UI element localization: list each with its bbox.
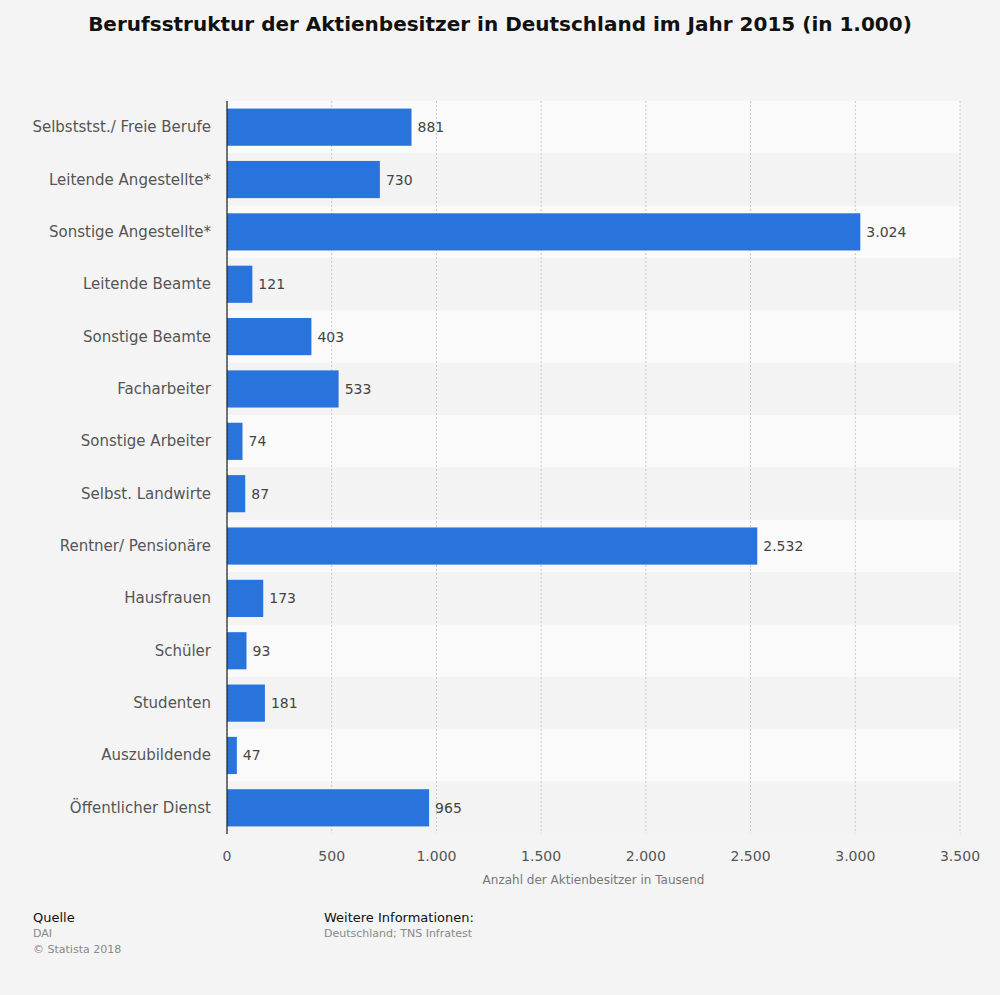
row-bands [227, 101, 960, 834]
data-label: 881 [418, 119, 445, 135]
data-label: 965 [435, 800, 462, 816]
grid-line [227, 101, 228, 834]
row-band [227, 520, 960, 572]
grid-line [750, 101, 751, 834]
category-label: Selbststst./ Freie Berufe [32, 118, 211, 136]
bar [227, 213, 860, 250]
source: DAI [33, 927, 52, 940]
bar [227, 475, 245, 512]
tick-label: 500 [318, 848, 345, 864]
category-label: Auszubildende [101, 746, 211, 764]
grid-line [331, 101, 332, 834]
category-label: Rentner/ Pensionäre [60, 537, 211, 555]
data-label: 87 [251, 486, 269, 502]
row-band [227, 206, 960, 258]
row-band [227, 363, 960, 415]
category-label: Selbst. Landwirte [81, 485, 211, 503]
tick-label: 1.000 [416, 848, 456, 864]
row-band [227, 729, 960, 781]
category-label: Sonstige Arbeiter [81, 432, 212, 450]
grid-line [855, 101, 856, 834]
axis-range [227, 834, 960, 835]
data-label: 3.024 [866, 224, 906, 240]
tick-label: 2.500 [731, 848, 771, 864]
grid-line [436, 101, 437, 834]
row-band [227, 153, 960, 205]
grid-line [541, 101, 542, 834]
bar [227, 737, 237, 774]
tick-label: 3.000 [835, 848, 875, 864]
tick-label: 1.500 [521, 848, 561, 864]
axis-title: Anzahl der Aktienbesitzer in Tausend [483, 873, 705, 887]
y-axis-line [226, 101, 227, 834]
category-label: Sonstige Beamte [83, 328, 211, 346]
copyright: © Statista 2018 [33, 943, 121, 956]
grid-line [960, 101, 961, 834]
row-band [227, 625, 960, 677]
data-label: 121 [258, 276, 285, 292]
data-label: 173 [269, 590, 296, 606]
row-band [227, 572, 960, 624]
category-label: Sonstige Angestellte* [49, 223, 211, 241]
bar [227, 109, 412, 146]
category-label: Facharbeiter [117, 380, 212, 398]
category-label: Hausfrauen [124, 589, 211, 607]
row-band [227, 677, 960, 729]
data-label: 74 [248, 433, 266, 449]
row-band [227, 468, 960, 520]
bar [227, 423, 242, 460]
bar [227, 789, 429, 826]
bar [227, 527, 757, 564]
data-label: 730 [386, 172, 413, 188]
category-label: Studenten [133, 694, 211, 712]
category-label: Öffentlicher Dienst [70, 798, 211, 817]
data-label: 93 [252, 643, 270, 659]
data-label: 533 [345, 381, 372, 397]
chart: 0 500 1.000 1.500 2.000 2.500 3.000 3.500 Selbst… [0, 0, 1000, 995]
bar [227, 632, 246, 669]
bar [227, 318, 311, 355]
data-label: 47 [243, 747, 261, 763]
row-band [227, 258, 960, 310]
bar [227, 370, 339, 407]
data-label: 181 [271, 695, 298, 711]
row-band [227, 101, 960, 153]
bar [227, 580, 263, 617]
row-band [227, 310, 960, 362]
data-label: 403 [317, 329, 344, 345]
grid-line [645, 101, 646, 834]
tick-label: 3.500 [940, 848, 980, 864]
bars [227, 109, 860, 827]
data-label: 2.532 [763, 538, 803, 554]
category-label: Schüler [155, 642, 212, 660]
row-band [227, 782, 960, 834]
bar [227, 685, 265, 722]
bar [227, 161, 380, 198]
grid [227, 101, 960, 834]
row-band [227, 415, 960, 467]
source-title: Quelle [33, 910, 75, 925]
category-label: Leitende Beamte [83, 275, 211, 293]
info: Deutschland; TNS Infratest [324, 927, 473, 940]
chart-title: Berufsstruktur der Aktienbesitzer in Deu… [85, 8, 915, 40]
bar [227, 266, 252, 303]
category-label: Leitende Angestellte* [49, 171, 212, 189]
tick-label: 2.000 [626, 848, 666, 864]
tick-label: 0 [223, 848, 232, 864]
info-title: Weitere Informationen: [324, 910, 474, 925]
